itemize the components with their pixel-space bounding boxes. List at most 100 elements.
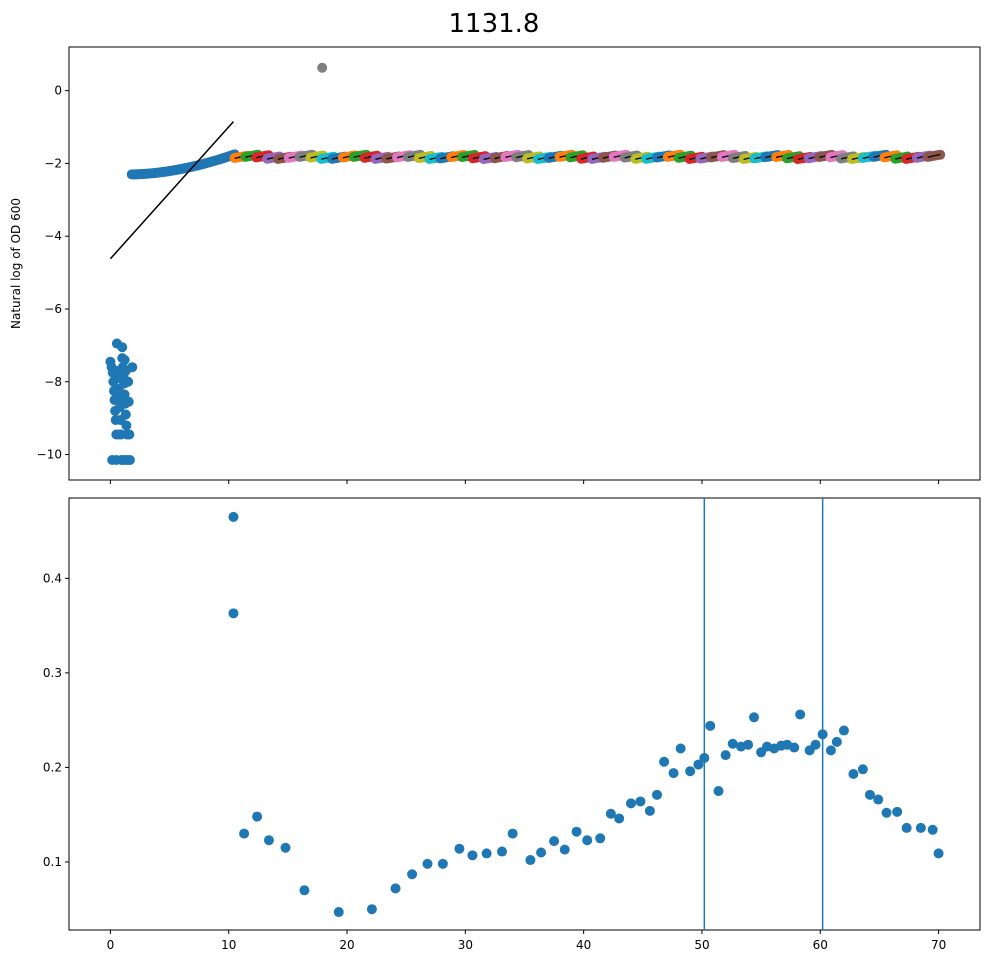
- rate-point: [263, 835, 274, 846]
- growth-fit-line: [109, 121, 235, 260]
- early-noise-point: [121, 420, 132, 431]
- rate-point: [644, 805, 655, 816]
- rate-point: [838, 725, 849, 736]
- rate-point: [749, 712, 760, 723]
- rate-point: [933, 848, 944, 859]
- rate-point: [727, 738, 738, 749]
- outlier-point: [317, 62, 328, 73]
- early-noise-point: [120, 409, 131, 420]
- bottom-y-tick-label: 0.3: [43, 666, 62, 680]
- early-noise-point: [107, 454, 118, 465]
- rate-point: [299, 885, 310, 896]
- rate-point: [407, 869, 418, 880]
- bottom-y-tick-label: 0.1: [43, 855, 62, 869]
- chart-title: 1131.8: [449, 9, 540, 39]
- bottom-x-tick-label: 60: [813, 938, 828, 952]
- rate-point: [789, 742, 800, 753]
- rate-point: [915, 822, 926, 833]
- rate-point: [481, 848, 492, 859]
- rate-point: [635, 796, 646, 807]
- bottom-x-tick-label: 30: [458, 938, 473, 952]
- rate-point: [817, 729, 828, 740]
- top-panel-y-axis-label: Natural log of OD 600: [9, 198, 23, 329]
- rate-point: [831, 736, 842, 747]
- early-noise-point: [123, 376, 134, 387]
- top-panel: 0 −2 −4 −6 −8 −10 Natural log of OD 600: [9, 46, 981, 484]
- top-y-tick-label: −4: [44, 229, 62, 243]
- top-y-tick-label: −8: [44, 375, 62, 389]
- early-noise-point: [119, 354, 130, 365]
- rate-point: [720, 750, 731, 761]
- rate-point: [252, 811, 263, 822]
- bottom-x-tick-label: 70: [931, 938, 946, 952]
- rate-point: [366, 904, 377, 915]
- early-noise-point: [119, 389, 130, 400]
- bottom-panel-frame: [68, 497, 981, 931]
- bottom-x-tick-label: 10: [221, 938, 236, 952]
- rate-point: [864, 789, 875, 800]
- early-noise-point: [127, 362, 138, 373]
- top-y-tick-label: −6: [44, 302, 62, 316]
- top-panel-frame: [68, 46, 981, 481]
- rate-point: [693, 759, 704, 770]
- rate-point: [848, 769, 859, 780]
- rate-point: [467, 850, 478, 861]
- rate-point: [668, 768, 679, 779]
- rate-point: [507, 828, 518, 839]
- top-panel-marks: [105, 62, 946, 465]
- bottom-x-tick-label: 40: [576, 938, 591, 952]
- rate-point: [625, 798, 636, 809]
- top-panel-axes: 0 −2 −4 −6 −8 −10: [37, 84, 940, 484]
- rate-point: [743, 739, 754, 750]
- rate-point: [699, 752, 710, 763]
- bottom-panel-axes: 0 10 20 30 40 50 60 70 0.1 0.2 0.3 0.4: [43, 571, 946, 952]
- rate-point: [525, 855, 536, 866]
- early-noise-point: [123, 396, 134, 407]
- rate-point: [437, 858, 448, 869]
- rate-point: [705, 720, 716, 731]
- rate-point: [927, 824, 938, 835]
- rate-point: [901, 822, 912, 833]
- bottom-y-tick-label: 0.4: [43, 571, 62, 585]
- rate-point: [239, 828, 250, 839]
- bottom-x-tick-label: 20: [339, 938, 354, 952]
- rate-point: [422, 858, 433, 869]
- rate-point: [659, 756, 670, 767]
- rate-point: [454, 843, 465, 854]
- early-noise-point: [124, 429, 135, 440]
- rate-point: [536, 847, 547, 858]
- window-fit-line: [927, 153, 941, 158]
- rate-point: [559, 844, 570, 855]
- early-noise-point: [113, 429, 124, 440]
- early-noise-point: [117, 342, 128, 353]
- rate-point: [333, 907, 344, 918]
- rate-point: [881, 807, 892, 818]
- rate-point: [675, 743, 686, 754]
- bottom-x-tick-label: 0: [107, 938, 115, 952]
- top-y-tick-label: −2: [44, 156, 62, 170]
- rate-point: [497, 846, 508, 857]
- rate-point: [605, 808, 616, 819]
- rate-point: [652, 789, 663, 800]
- rate-point: [810, 739, 821, 750]
- rate-point: [795, 709, 806, 720]
- rate-point: [857, 764, 868, 775]
- rate-point: [713, 786, 724, 797]
- rate-point: [685, 766, 696, 777]
- rate-point: [228, 608, 239, 619]
- bottom-x-tick-label: 50: [694, 938, 709, 952]
- bottom-y-tick-label: 0.2: [43, 760, 62, 774]
- rate-point: [825, 745, 836, 756]
- rate-point: [582, 835, 593, 846]
- rate-point: [549, 836, 560, 847]
- rate-point: [614, 813, 625, 824]
- rate-point: [390, 883, 401, 894]
- early-noise-point: [119, 454, 130, 465]
- bottom-panel: 0 10 20 30 40 50 60 70 0.1 0.2 0.3 0.4: [43, 497, 981, 952]
- rate-point: [595, 833, 606, 844]
- rate-point: [228, 511, 239, 522]
- rate-point: [571, 826, 582, 837]
- bottom-panel-marks: [228, 498, 944, 930]
- rate-point: [873, 794, 884, 805]
